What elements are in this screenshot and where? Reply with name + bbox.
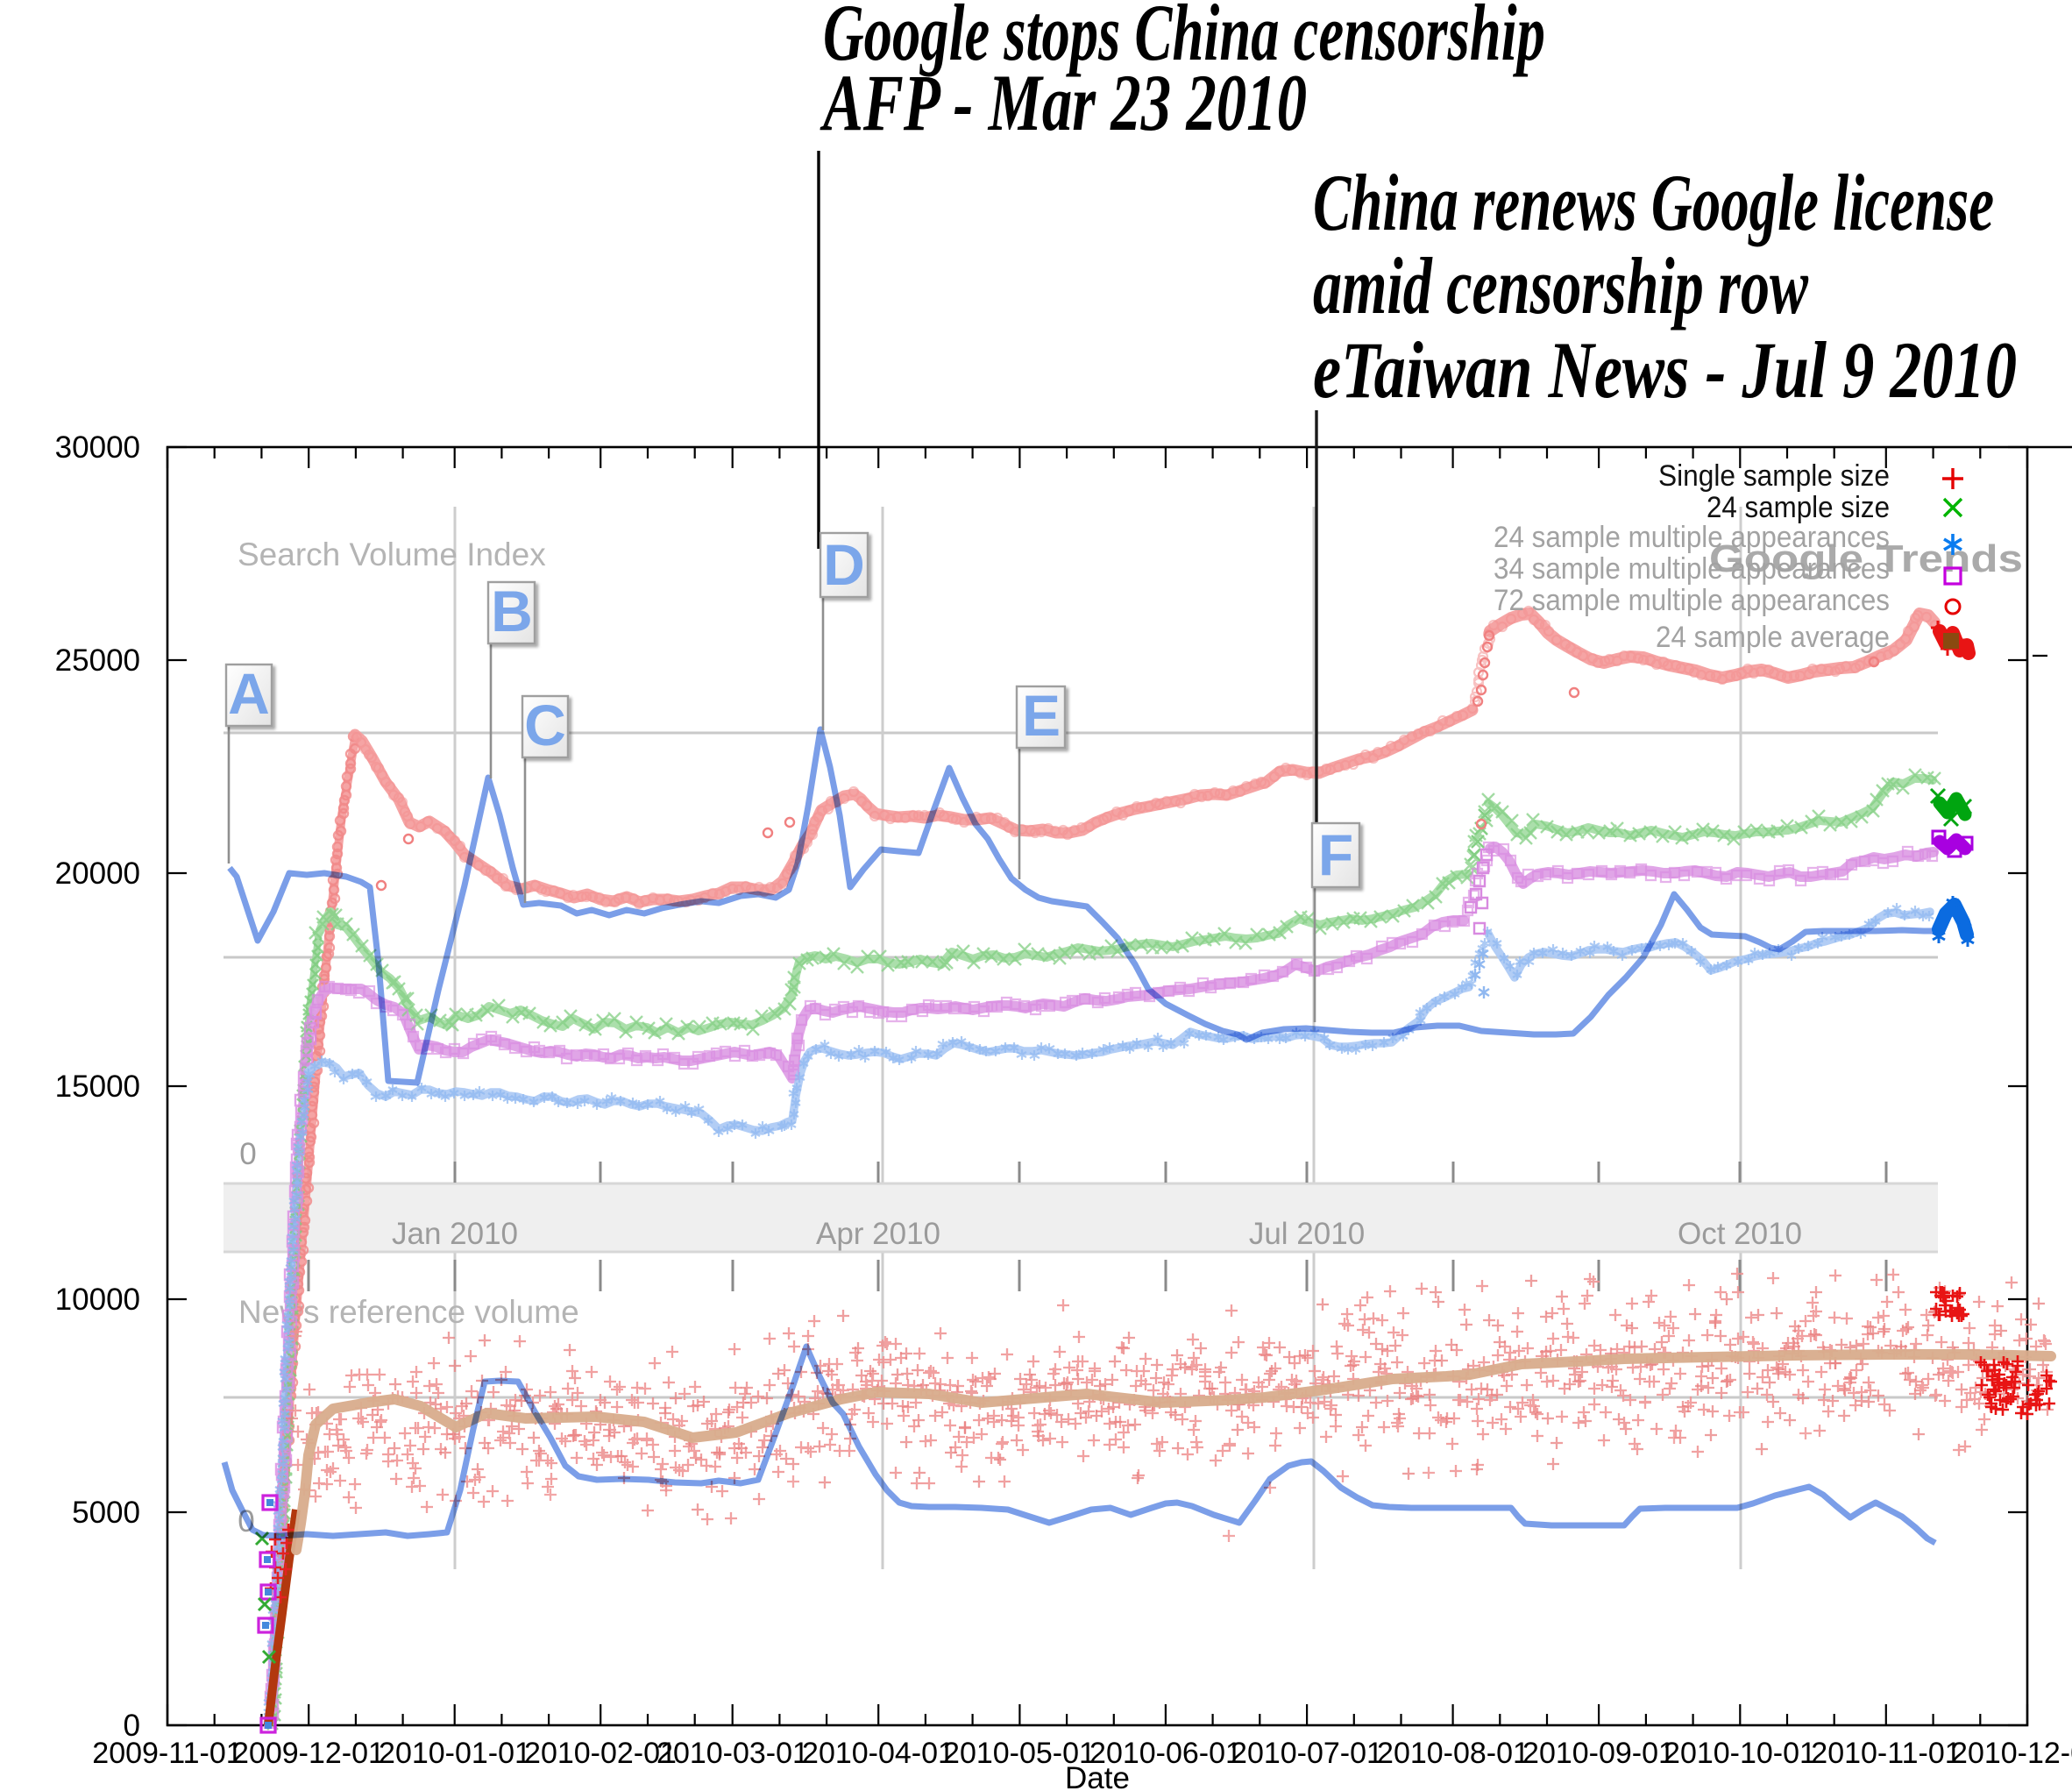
svg-text:amid censorship row: amid censorship row bbox=[1313, 241, 1808, 330]
svg-text:Search Volume Index: Search Volume Index bbox=[238, 537, 546, 572]
svg-text:China renews Google license: China renews Google license bbox=[1313, 158, 1994, 247]
svg-text:30000: 30000 bbox=[55, 430, 140, 465]
svg-text:2010-07-01: 2010-07-01 bbox=[1231, 1737, 1383, 1770]
svg-text:2010-06-01: 2010-06-01 bbox=[1089, 1737, 1242, 1770]
svg-text:B: B bbox=[491, 579, 533, 643]
svg-text:2010-01-01: 2010-01-01 bbox=[379, 1737, 531, 1770]
svg-text:A: A bbox=[228, 661, 270, 726]
svg-text:10000: 10000 bbox=[55, 1283, 140, 1317]
svg-text:Jul 2010: Jul 2010 bbox=[1249, 1217, 1365, 1251]
svg-text:E: E bbox=[1022, 683, 1061, 748]
svg-text:2010-08-01: 2010-08-01 bbox=[1377, 1737, 1529, 1770]
svg-text:D: D bbox=[823, 532, 865, 597]
svg-text:0: 0 bbox=[124, 1709, 140, 1743]
svg-text:2010-11-01: 2010-11-01 bbox=[1811, 1737, 1961, 1770]
svg-text:5000: 5000 bbox=[72, 1496, 140, 1530]
svg-text:Jan 2010: Jan 2010 bbox=[392, 1217, 518, 1251]
svg-text:C: C bbox=[524, 693, 566, 757]
svg-text:2010-12-01: 2010-12-01 bbox=[1951, 1737, 2072, 1770]
svg-text:25000: 25000 bbox=[55, 643, 140, 678]
svg-text:2009-12-01: 2009-12-01 bbox=[232, 1737, 385, 1770]
svg-text:20000: 20000 bbox=[55, 856, 140, 891]
svg-text:Single sample size: Single sample size bbox=[1658, 459, 1890, 493]
svg-text:2010-09-01: 2010-09-01 bbox=[1522, 1737, 1675, 1770]
svg-text:24 sample average: 24 sample average bbox=[1656, 621, 1890, 654]
svg-text:Google stops China censorship: Google stops China censorship bbox=[823, 0, 1545, 77]
svg-text:Apr 2010: Apr 2010 bbox=[816, 1217, 940, 1251]
svg-text:Oct 2010: Oct 2010 bbox=[1678, 1217, 1802, 1251]
svg-text:2010-02-01: 2010-02-01 bbox=[524, 1737, 677, 1770]
svg-text:34 sample multiple appearances: 34 sample multiple appearances bbox=[1494, 552, 1890, 586]
svg-text:2010-05-01: 2010-05-01 bbox=[943, 1737, 1096, 1770]
svg-text:72 sample multiple appearances: 72 sample multiple appearances bbox=[1494, 584, 1890, 617]
svg-text:24 sample multiple appearances: 24 sample multiple appearances bbox=[1494, 521, 1890, 554]
svg-text:24 sample size: 24 sample size bbox=[1707, 491, 1890, 524]
svg-text:2010-03-01: 2010-03-01 bbox=[656, 1737, 809, 1770]
svg-text:F: F bbox=[1318, 822, 1353, 887]
svg-text:15000: 15000 bbox=[55, 1070, 140, 1104]
svg-text:2010-04-01: 2010-04-01 bbox=[802, 1737, 954, 1770]
svg-text:2010-10-01: 2010-10-01 bbox=[1664, 1737, 1816, 1770]
svg-text:AFP - Mar 23 2010: AFP - Mar 23 2010 bbox=[820, 58, 1307, 147]
svg-text:0: 0 bbox=[239, 1137, 256, 1171]
svg-text:Google Trends: Google Trends bbox=[1709, 537, 2023, 580]
svg-text:2009-11-01: 2009-11-01 bbox=[92, 1737, 242, 1770]
svg-text:Date: Date bbox=[1065, 1761, 1130, 1791]
svg-text:eTaiwan News - Jul 9 2010: eTaiwan News - Jul 9 2010 bbox=[1313, 325, 2017, 415]
